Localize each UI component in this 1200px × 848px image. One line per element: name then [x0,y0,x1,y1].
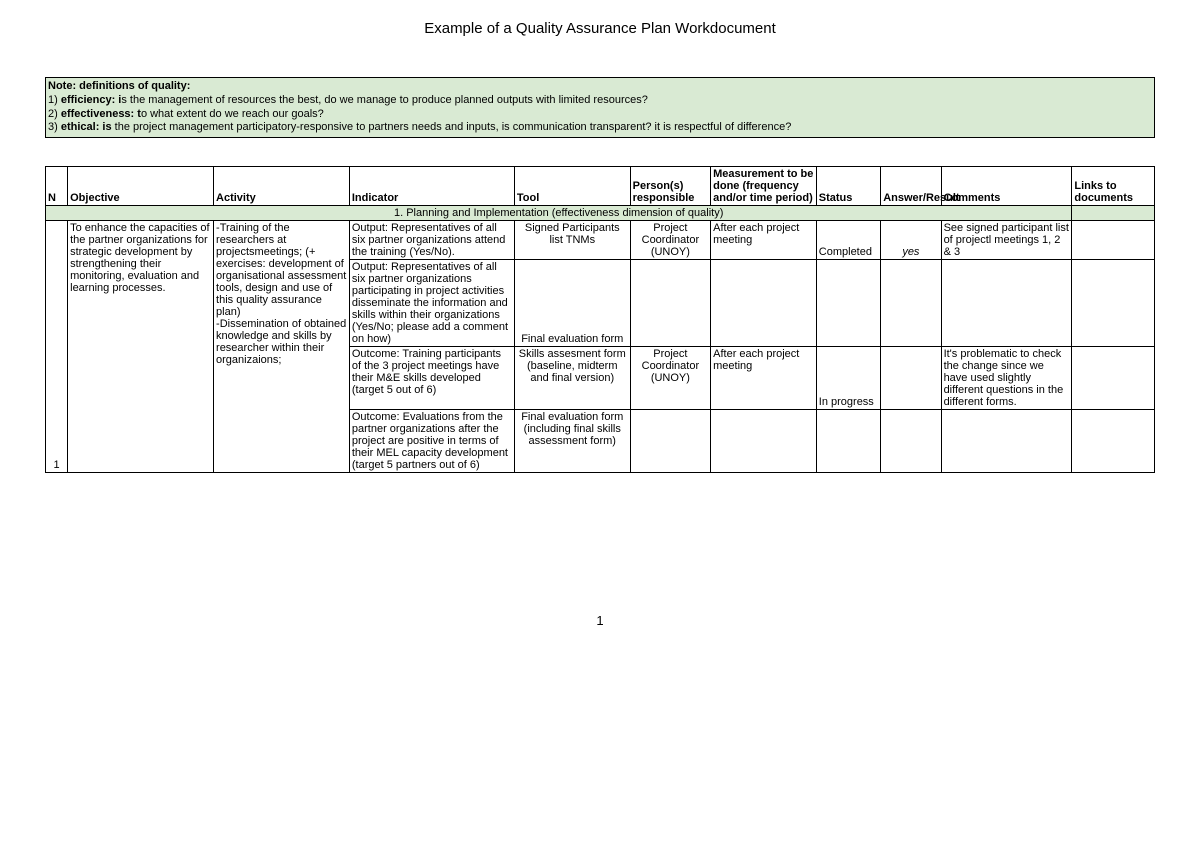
qa-plan-table: N Objective Activity Indicator Tool Pers… [45,166,1155,473]
cell-status-2 [816,260,880,347]
col-objective: Objective [68,167,214,206]
row-objective: To enhance the capacities of the partner… [68,221,214,473]
cell-indicator-2: Output: Representatives of all six partn… [349,260,514,347]
col-measurement: Measurement to be done (frequency and/or… [711,167,817,206]
table-row: 1 To enhance the capacities of the partn… [46,221,1155,260]
cell-tool-3: Skills assesment form (baseline, midterm… [514,347,630,410]
col-answer: Answer/Result [881,167,941,206]
cell-links-2 [1072,260,1155,347]
cell-indicator-4: Outcome: Evaluations from the partner or… [349,410,514,473]
note-2-term: effectiveness: t [61,108,141,120]
note-1-term: efficiency: i [61,94,122,106]
section-1-title: 1. Planning and Implementation (effectiv… [46,206,1072,221]
cell-comments-1: See signed participant list of projectl … [941,221,1072,260]
note-line-2: 2) effectiveness: to what extent do we r… [48,108,1152,122]
cell-person-1: Project Coordinator (UNOY) [630,221,711,260]
cell-comments-4 [941,410,1072,473]
document-page: Example of a Quality Assurance Plan Work… [0,0,1200,628]
col-status: Status [816,167,880,206]
page-title: Example of a Quality Assurance Plan Work… [45,20,1155,37]
row-n: 1 [46,221,68,473]
note-3-num: 3) [48,121,61,133]
cell-status-3: In progress [816,347,880,410]
col-tool: Tool [514,167,630,206]
cell-links-1 [1072,221,1155,260]
cell-answer-2 [881,260,941,347]
note-2-num: 2) [48,108,61,120]
cell-measurement-1: After each project meeting [711,221,817,260]
cell-status-1: Completed [816,221,880,260]
cell-person-3: Project Coordinator (UNOY) [630,347,711,410]
note-1-num: 1) [48,94,61,106]
note-line-1: 1) efficiency: is the management of reso… [48,94,1152,108]
table-header-row: N Objective Activity Indicator Tool Pers… [46,167,1155,206]
cell-answer-3 [881,347,941,410]
page-number: 1 [45,613,1155,628]
cell-tool-4: Final evaluation form (including final s… [514,410,630,473]
cell-answer-4 [881,410,941,473]
col-person: Person(s) responsible [630,167,711,206]
note-heading: Note: definitions of quality: [48,80,1152,94]
note-2-rest: o what extent do we reach our goals? [141,108,324,120]
cell-indicator-1: Output: Representatives of all six partn… [349,221,514,260]
cell-status-4 [816,410,880,473]
cell-answer-1: yes [881,221,941,260]
cell-tool-1: Signed Participants list TNMs [514,221,630,260]
cell-person-2 [630,260,711,347]
section-1-links-blank [1072,206,1155,221]
cell-tool-2: Final evaluation form [514,260,630,347]
col-activity: Activity [214,167,350,206]
col-n: N [46,167,68,206]
cell-measurement-4 [711,410,817,473]
cell-measurement-2 [711,260,817,347]
cell-links-3 [1072,347,1155,410]
row-activity: -Training of the researchers at projects… [214,221,350,473]
note-3-rest: the project management participatory-res… [112,121,792,133]
col-comments: Comments [941,167,1072,206]
note-line-3: 3) ethical: is the project management pa… [48,121,1152,135]
cell-measurement-3: After each project meeting [711,347,817,410]
cell-indicator-3: Outcome: Training participants of the 3 … [349,347,514,410]
note-1-rest: s the management of resources the best, … [121,94,647,106]
cell-comments-2 [941,260,1072,347]
cell-person-4 [630,410,711,473]
col-indicator: Indicator [349,167,514,206]
cell-links-4 [1072,410,1155,473]
cell-comments-3: It's problematic to check the change sin… [941,347,1072,410]
note-3-term: ethical: is [61,121,112,133]
col-links: Links to documents [1072,167,1155,206]
section-header-row: 1. Planning and Implementation (effectiv… [46,206,1155,221]
definitions-note: Note: definitions of quality: 1) efficie… [45,77,1155,138]
